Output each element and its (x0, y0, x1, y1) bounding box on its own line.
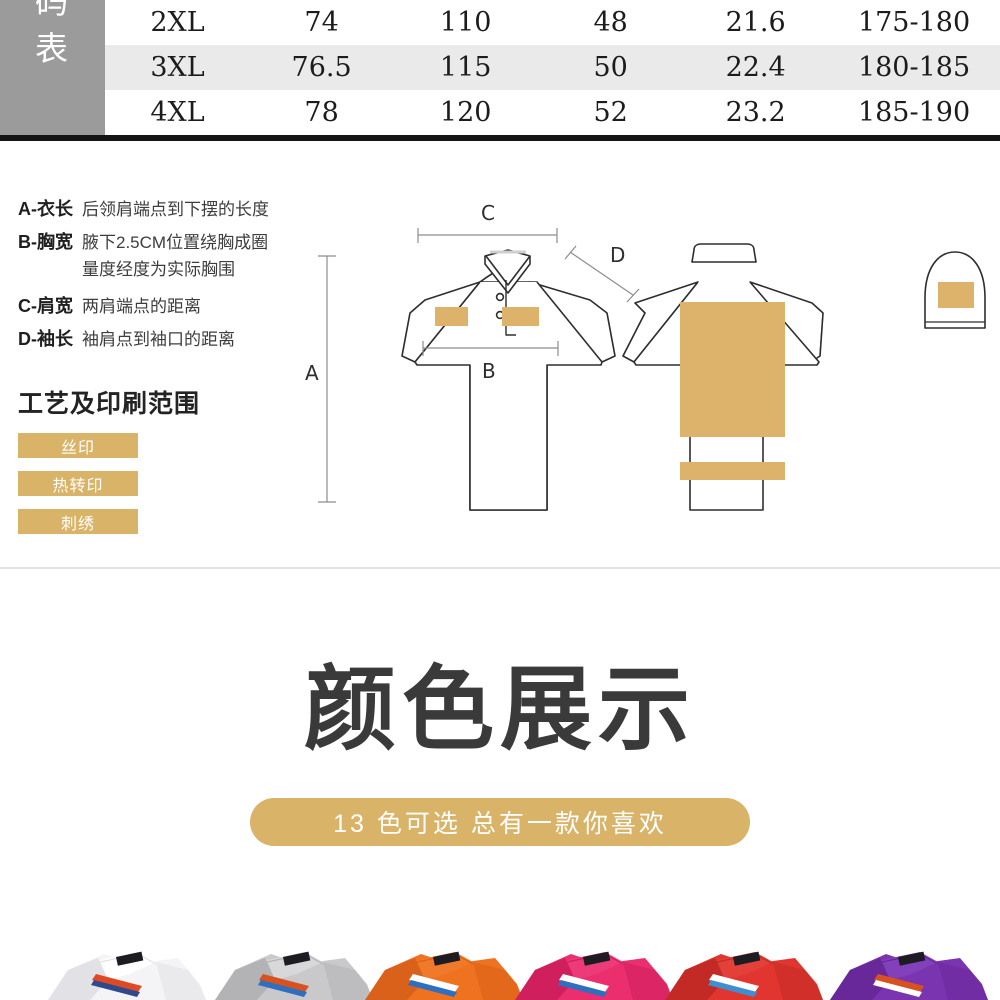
guide-desc-line1: 腋下2.5CM位置绕胸成圈 (82, 233, 269, 252)
cell-length: 78 (304, 97, 339, 128)
size-chart-sidebar-label: 码 表 (0, 0, 105, 135)
color-section-heading: 颜色展示 (303, 656, 696, 763)
guide-desc: 两肩端点的距离 (82, 297, 201, 316)
guide-desc: 腋下2.5CM位置绕胸成圈 量度经度为实际胸围 (82, 229, 268, 283)
print-methods-section: 工艺及印刷范围 丝印 热转印 刺绣 (18, 384, 318, 547)
print-methods-title: 工艺及印刷范围 (18, 390, 201, 418)
cell-size: 2XL (150, 7, 205, 38)
color-swatch-strip (0, 940, 1000, 1000)
dimension-labels: A B C D (305, 201, 625, 385)
dimension-lines (318, 228, 640, 503)
cell-sleeve: 21.6 (725, 7, 786, 38)
cell-shoulder: 50 (593, 52, 628, 83)
print-area-back-hem (680, 462, 785, 480)
guide-key: C-肩宽 (18, 296, 73, 316)
guide-item-a: A-衣长 后领肩端点到下摆的长度 (18, 196, 318, 223)
measurement-guide: A-衣长 后领肩端点到下摆的长度 B-胸宽 腋下2.5CM位置绕胸成圈 量度经度… (18, 196, 318, 359)
cell-height: 175-180 (857, 7, 971, 38)
section-divider (0, 567, 1000, 569)
polo-front-view (401, 249, 616, 511)
print-area-front-right (502, 307, 539, 326)
print-area-front-left (435, 307, 468, 326)
cell-shoulder: 52 (593, 97, 628, 128)
section-rule (0, 135, 1000, 141)
cell-shoulder: 48 (593, 7, 628, 38)
color-swatch-gray[interactable] (205, 940, 373, 1000)
technical-drawing: A B C D (290, 190, 1000, 535)
cell-length: 74 (304, 7, 339, 38)
guide-item-d: D-袖长 袖肩点到袖口的距离 (18, 326, 318, 353)
color-swatch-orange[interactable] (355, 940, 523, 1000)
cell-sleeve: 23.2 (725, 97, 786, 128)
color-swatch-red[interactable] (655, 940, 823, 1000)
cell-chest: 110 (439, 7, 492, 38)
cell-height: 180-185 (857, 52, 971, 83)
color-swatch-pink[interactable] (505, 940, 673, 1000)
cell-chest: 115 (439, 52, 492, 83)
cell-size: 3XL (150, 52, 205, 83)
guide-desc-line2: 量度经度为实际胸围 (82, 260, 235, 279)
print-method-tag-heattransfer[interactable]: 热转印 (18, 471, 138, 496)
guide-key: B-胸宽 (18, 232, 73, 252)
size-chart-table: 2XL 74 110 48 21.6 175-180 3XL 76.5 115 … (105, 0, 1000, 135)
guide-item-c: C-肩宽 两肩端点的距离 (18, 293, 318, 320)
print-method-tag-embroidery[interactable]: 刺绣 (18, 509, 138, 534)
size-chart-section: 码 表 2XL 74 110 48 21.6 175-180 3XL 76.5 … (0, 0, 1000, 141)
guide-desc: 后领肩端点到下摆的长度 (82, 200, 269, 219)
guide-key: D-袖长 (18, 329, 73, 349)
table-row: 2XL 74 110 48 21.6 175-180 (105, 0, 1000, 45)
color-swatch-purple[interactable] (820, 940, 988, 1000)
cell-chest: 120 (439, 97, 492, 128)
dim-label-a: A (305, 361, 319, 385)
size-chart-sidebar-text: 码 表 (35, 0, 70, 72)
print-method-tag-silkscreen[interactable]: 丝印 (18, 433, 138, 458)
table-row: 3XL 76.5 115 50 22.4 180-185 (105, 45, 1000, 90)
cell-length: 76.5 (291, 52, 352, 83)
cell-size: 4XL (150, 97, 205, 128)
cell-height: 185-190 (857, 97, 971, 128)
dim-label-b: B (482, 359, 496, 383)
guide-item-b: B-胸宽 腋下2.5CM位置绕胸成圈 量度经度为实际胸围 (18, 229, 318, 283)
guide-desc: 袖肩点到袖口的距离 (82, 330, 235, 349)
sidebar-char-2: 表 (35, 29, 70, 68)
guide-key: A-衣长 (18, 199, 73, 219)
dim-label-d: D (610, 243, 625, 267)
color-count-banner: 13 色可选 总有一款你喜欢 (250, 798, 750, 846)
sidebar-char-1: 码 (35, 0, 70, 21)
color-swatch-white[interactable] (38, 940, 206, 1000)
table-row: 4XL 78 120 52 23.2 185-190 (105, 90, 1000, 135)
print-area-sleeve (938, 282, 974, 308)
dim-label-c: C (481, 201, 495, 225)
print-area-back-main (680, 302, 785, 437)
cell-sleeve: 22.4 (725, 52, 786, 83)
